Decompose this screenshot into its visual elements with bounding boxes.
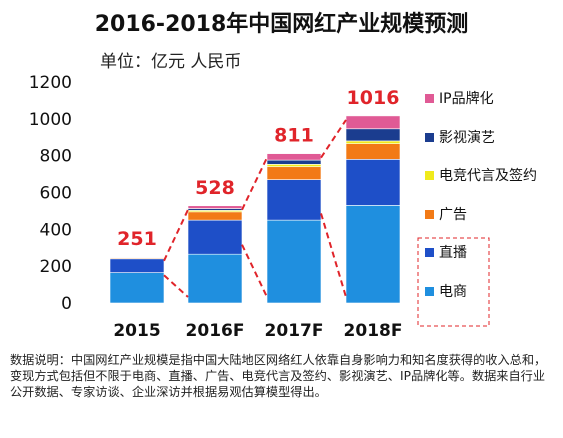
x-tick-label: 2016F xyxy=(186,321,245,341)
bar-segment xyxy=(345,128,401,142)
y-tick-label: 0 xyxy=(61,294,72,314)
legend-swatch xyxy=(425,248,434,257)
x-tick-label: 2015 xyxy=(113,321,160,341)
unit-label: 单位：亿元 人民币 xyxy=(100,52,242,72)
y-tick-label: 200 xyxy=(40,257,72,277)
trend-line-upper xyxy=(320,119,347,159)
y-tick-label: 600 xyxy=(40,184,72,204)
bar-segment xyxy=(109,272,165,304)
y-tick-label: 1000 xyxy=(29,110,72,130)
bar-segment xyxy=(266,153,322,161)
y-axis-ticks: 0 200 400 600 800 1000 1200 xyxy=(29,73,72,314)
bar-segment xyxy=(109,258,165,273)
stacked-bar-chart: 0 200 400 600 800 1000 1200 251 528 811 1016 2015… xyxy=(29,73,537,341)
trend-line-upper xyxy=(163,209,189,262)
legend-label: 电竞代言及签约 xyxy=(439,167,537,184)
bar-segment xyxy=(345,115,401,130)
total-label: 528 xyxy=(195,177,235,199)
legend-label: 直播 xyxy=(439,244,467,261)
total-labels: 251 528 811 1016 xyxy=(117,87,399,250)
trend-lines xyxy=(163,119,347,298)
legend-label: 广告 xyxy=(439,207,467,223)
bar-segment xyxy=(266,164,322,168)
y-tick-label: 400 xyxy=(40,220,72,240)
total-label: 251 xyxy=(117,228,157,250)
y-tick-label: 800 xyxy=(40,147,72,167)
chart-title: 2016-2018年中国网红产业规模预测 xyxy=(94,12,469,37)
footnote: 数据说明：中国网红产业规模是指中国大陆地区网络红人依靠自身影响力和知名度获得的收… xyxy=(10,353,547,399)
bar-segment xyxy=(345,205,401,304)
legend-swatch xyxy=(425,287,434,296)
x-tick-label: 2018F xyxy=(344,321,403,341)
bar-segment xyxy=(345,140,401,144)
bar-segment xyxy=(345,143,401,160)
total-label: 1016 xyxy=(347,87,400,109)
bar-segment xyxy=(187,205,243,209)
legend-label: IP品牌化 xyxy=(439,90,494,107)
x-tick-label: 2017F xyxy=(265,321,324,341)
bars xyxy=(109,115,401,304)
trend-line-upper xyxy=(241,157,268,211)
trend-line-lower xyxy=(163,274,189,298)
legend-label: 电商 xyxy=(439,284,467,300)
bar-segment xyxy=(266,166,322,180)
bar-segment xyxy=(187,219,243,255)
legend-swatch xyxy=(425,133,434,142)
bar-segment xyxy=(266,219,322,304)
bar-segment xyxy=(266,159,322,165)
y-tick-label: 1200 xyxy=(29,73,72,93)
total-label: 811 xyxy=(274,125,314,147)
bar-segment xyxy=(109,256,165,258)
bar-segment xyxy=(345,159,401,206)
trend-line-lower xyxy=(241,244,268,298)
bar-segment xyxy=(187,253,243,304)
legend-swatch xyxy=(425,94,434,103)
legend-frame xyxy=(417,237,490,327)
x-axis-ticks: 2015 2016F 2017F 2018F xyxy=(113,321,402,341)
bar-segment xyxy=(266,179,322,221)
legend-swatch xyxy=(425,171,434,180)
legend-label: 影视演艺 xyxy=(439,130,495,146)
bar-segment xyxy=(187,211,243,221)
legend-swatch xyxy=(425,210,434,219)
trend-line-lower xyxy=(320,213,347,298)
